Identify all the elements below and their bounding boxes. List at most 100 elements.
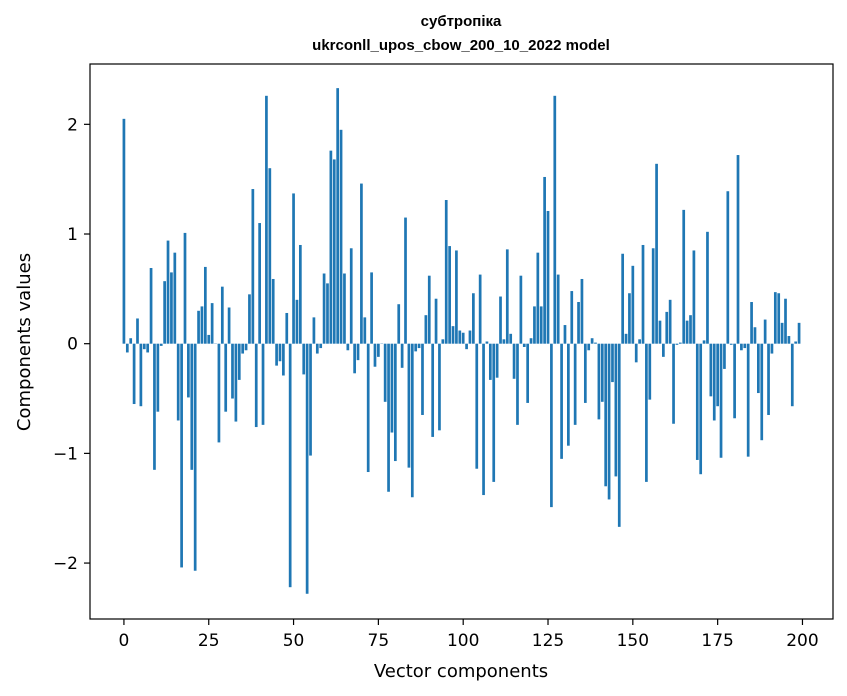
bar: [227, 307, 231, 344]
bar: [790, 343, 794, 407]
bar: [142, 343, 146, 350]
bar: [570, 291, 574, 344]
bar: [794, 341, 798, 344]
bar: [139, 343, 143, 407]
bar: [482, 343, 485, 496]
bar: [187, 343, 190, 398]
bar: [220, 286, 224, 344]
bar: [343, 273, 346, 344]
bar: [295, 299, 299, 344]
bar: [282, 343, 285, 376]
bar: [624, 333, 628, 344]
bar: [760, 343, 764, 441]
bar: [797, 322, 801, 344]
bar: [712, 343, 716, 421]
bar: [400, 343, 404, 368]
bar: [736, 155, 740, 344]
bar: [763, 319, 767, 344]
bar: [499, 296, 502, 344]
bar: [217, 343, 221, 443]
bar: [441, 339, 445, 344]
bar: [170, 272, 173, 344]
bar: [634, 343, 638, 363]
bar: [265, 95, 268, 344]
bar: [723, 343, 726, 369]
bar: [438, 343, 441, 431]
bar: [156, 343, 160, 412]
bar: [706, 231, 709, 344]
bar: [268, 168, 272, 344]
bar: [787, 336, 791, 344]
bar: [678, 342, 682, 344]
bar: [349, 248, 353, 344]
bar: [729, 343, 733, 345]
bar: [509, 333, 513, 344]
bar: [590, 338, 594, 344]
bar: [726, 191, 730, 344]
bar: [685, 320, 689, 344]
bar: [404, 217, 407, 344]
bar: [689, 315, 692, 344]
bar: [417, 343, 421, 349]
bar: [298, 244, 302, 344]
bar: [492, 343, 496, 482]
y-tick-label: −1: [53, 444, 78, 464]
bar: [563, 325, 567, 344]
bar: [258, 223, 261, 344]
bar: [336, 88, 340, 344]
bar: [251, 189, 255, 344]
bar: [556, 274, 560, 344]
bar: [746, 343, 750, 457]
x-axis-label: Vector components: [374, 661, 548, 682]
bar: [536, 252, 540, 344]
bar: [533, 306, 536, 344]
bar: [271, 278, 275, 344]
bar: [577, 302, 580, 344]
bar: [373, 343, 377, 367]
bar: [780, 322, 784, 344]
bar: [125, 343, 129, 353]
bar: [773, 292, 777, 344]
x-tick-label: 175: [701, 631, 733, 651]
x-tick-label: 100: [447, 631, 479, 651]
bar: [421, 343, 424, 415]
bar: [275, 343, 278, 366]
bar: [757, 343, 760, 394]
y-axis-ticks: −2 −1 0 1 2: [53, 115, 90, 574]
bar: [339, 129, 343, 344]
bar: [461, 332, 465, 344]
bar: [655, 163, 658, 344]
bar: [546, 210, 550, 344]
bar: [580, 278, 584, 344]
bar: [468, 330, 472, 344]
bar: [241, 343, 245, 354]
bar: [197, 310, 200, 344]
bar: [672, 343, 675, 424]
bar: [495, 343, 499, 378]
chart-title-main: субтропіка: [421, 13, 502, 30]
bar: [292, 193, 295, 344]
bar: [254, 343, 258, 428]
bar: [261, 343, 265, 425]
bar: [668, 299, 672, 344]
bar: [743, 343, 747, 349]
bar: [767, 343, 770, 415]
x-tick-label: 150: [617, 631, 649, 651]
bar: [465, 343, 468, 350]
bar: [319, 343, 323, 349]
bar: [662, 343, 665, 357]
bar: [709, 343, 713, 397]
bar: [716, 343, 719, 407]
bar: [387, 343, 390, 492]
bar: [692, 250, 696, 344]
x-tick-label: 0: [119, 631, 130, 651]
bar: [750, 302, 753, 344]
bar: [305, 343, 309, 594]
bar: [190, 343, 194, 470]
bar: [658, 320, 662, 344]
bar: [193, 343, 197, 571]
bar: [278, 343, 282, 362]
bar: [651, 248, 655, 344]
bar: [472, 293, 475, 344]
